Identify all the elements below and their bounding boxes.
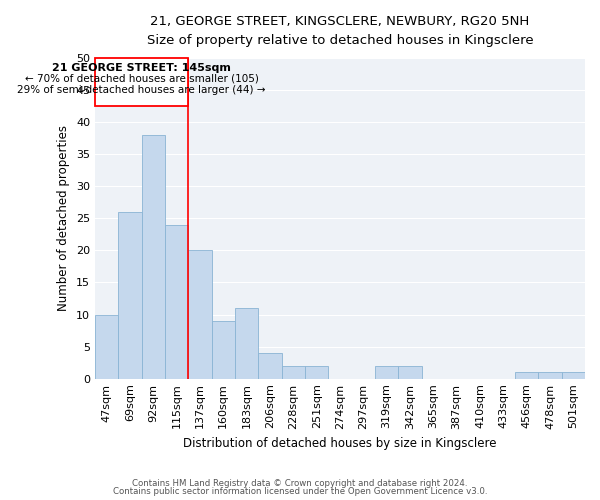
Bar <box>562 372 585 378</box>
Title: 21, GEORGE STREET, KINGSCLERE, NEWBURY, RG20 5NH
Size of property relative to de: 21, GEORGE STREET, KINGSCLERE, NEWBURY, … <box>146 15 533 47</box>
Text: 29% of semi-detached houses are larger (44) →: 29% of semi-detached houses are larger (… <box>17 85 266 95</box>
Bar <box>188 250 212 378</box>
Y-axis label: Number of detached properties: Number of detached properties <box>58 126 70 312</box>
Bar <box>375 366 398 378</box>
Text: 21 GEORGE STREET: 145sqm: 21 GEORGE STREET: 145sqm <box>52 63 231 73</box>
Bar <box>235 308 259 378</box>
Bar <box>305 366 328 378</box>
Text: Contains public sector information licensed under the Open Government Licence v3: Contains public sector information licen… <box>113 487 487 496</box>
Bar <box>95 58 188 106</box>
X-axis label: Distribution of detached houses by size in Kingsclere: Distribution of detached houses by size … <box>183 437 497 450</box>
Bar <box>259 353 281 378</box>
Text: ← 70% of detached houses are smaller (105): ← 70% of detached houses are smaller (10… <box>25 74 259 84</box>
Text: Contains HM Land Registry data © Crown copyright and database right 2024.: Contains HM Land Registry data © Crown c… <box>132 478 468 488</box>
Bar <box>118 212 142 378</box>
Bar <box>515 372 538 378</box>
Bar <box>538 372 562 378</box>
Bar <box>398 366 422 378</box>
Bar <box>212 321 235 378</box>
Bar <box>142 135 165 378</box>
Bar <box>95 314 118 378</box>
Bar <box>165 224 188 378</box>
Bar <box>281 366 305 378</box>
